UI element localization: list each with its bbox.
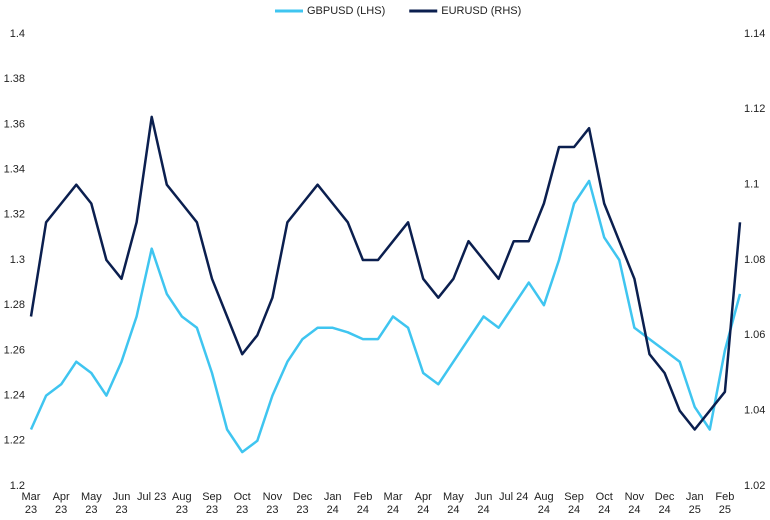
legend-label: GBPUSD (LHS) [307, 5, 385, 17]
y2-tick-label: 1.12 [744, 103, 765, 115]
x-tick-label: Sep 24 [564, 491, 584, 516]
y-tick-label: 1.26 [4, 344, 25, 356]
x-tick-label: Mar 23 [21, 491, 41, 516]
x-tick-label: Jul 24 [499, 491, 529, 503]
x-tick-label: Nov 23 [262, 491, 283, 516]
x-tick-label: May 24 [442, 491, 464, 516]
x-tick-label: Aug 23 [172, 491, 192, 516]
x-tick-label: Aug 24 [534, 491, 554, 516]
y2-tick-label: 1.1 [744, 179, 759, 191]
x-tick-label: Feb 24 [353, 491, 373, 516]
line-series [29, 179, 742, 454]
x-tick-label: May 23 [80, 491, 102, 516]
x-tick-label: Dec 23 [292, 491, 313, 516]
y-tick-label: 1.28 [4, 299, 25, 311]
y-tick-label: 1.36 [4, 118, 25, 130]
x-tick-label: Apr 24 [414, 491, 432, 516]
x-tick-label: Dec 24 [654, 491, 675, 516]
x-tick-label: Jan 25 [685, 491, 704, 516]
x-tick-label: Jan 24 [323, 491, 342, 516]
x-tick-label: Jun 23 [112, 491, 131, 516]
y2-tick-label: 1.02 [744, 480, 765, 492]
y2-tick-label: 1.08 [744, 254, 765, 266]
line-series [29, 115, 742, 431]
x-tick-label: Nov 24 [624, 491, 645, 516]
y-tick-label: 1.2 [10, 480, 25, 492]
x-tick-label: Oct 23 [233, 491, 251, 516]
y-tick-label: 1.24 [4, 390, 25, 402]
x-tick-label: Oct 24 [595, 491, 613, 516]
x-tick-label: Jul 23 [136, 491, 167, 503]
x-tick-label: Apr 23 [52, 491, 70, 516]
y2-tick-label: 1.06 [744, 329, 765, 341]
y2-tick-label: 1.04 [744, 405, 765, 417]
x-tick-label: Mar 24 [383, 491, 403, 516]
x-tick-label: Sep 23 [202, 491, 222, 516]
y-tick-label: 1.34 [4, 164, 25, 176]
y-tick-label: 1.32 [4, 209, 25, 221]
y-tick-label: 1.22 [4, 435, 25, 447]
y2-tick-label: 1.14 [744, 28, 765, 40]
x-tick-label: Feb 25 [715, 491, 735, 516]
y-tick-label: 1.3 [10, 254, 25, 266]
x-tick-label: Jun 24 [474, 491, 493, 516]
y-tick-label: 1.4 [10, 28, 25, 40]
legend-label: EURUSD (RHS) [441, 5, 521, 17]
y-tick-label: 1.38 [4, 73, 25, 85]
